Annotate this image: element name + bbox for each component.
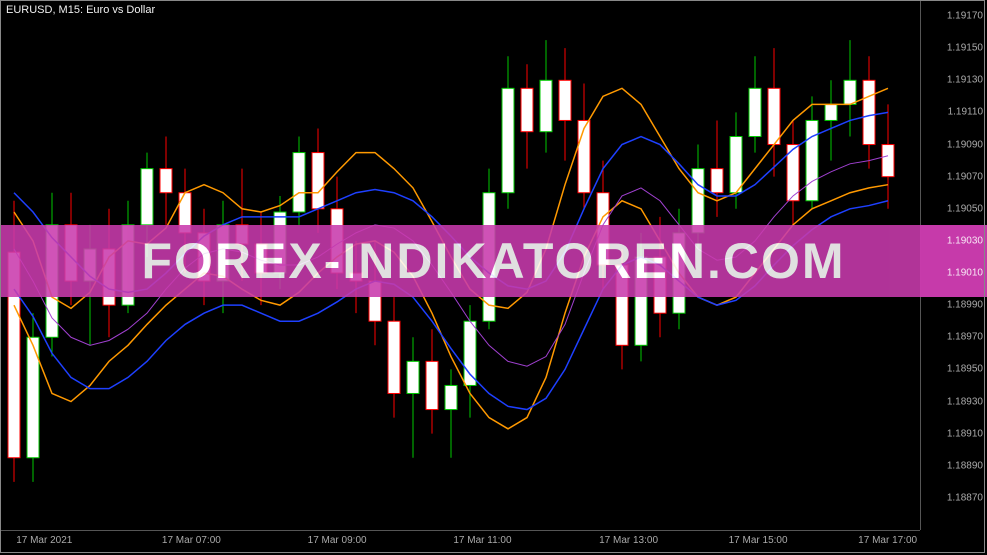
forex-chart[interactable]: EURUSD, M15: Euro vs Dollar 1.18870 1.188… <box>0 0 987 555</box>
y-tick-label: 1.18870 <box>947 492 983 503</box>
x-tick-label: 17 Mar 15:00 <box>729 535 788 546</box>
x-tick-label: 17 Mar 17:00 <box>858 535 917 546</box>
y-tick-label: 1.18950 <box>947 364 983 375</box>
y-tick-label: 1.18970 <box>947 332 983 343</box>
watermark-band: FOREX-INDIKATOREN.COM <box>0 225 987 297</box>
watermark-text: FOREX-INDIKATOREN.COM <box>141 232 845 290</box>
y-tick-label: 1.19070 <box>947 171 983 182</box>
y-tick-label: 1.18990 <box>947 300 983 311</box>
x-tick-label: 17 Mar 11:00 <box>453 535 511 546</box>
y-tick-label-highlight: 1.19030 <box>947 235 983 246</box>
y-tick-label-highlight: 1.19010 <box>947 268 983 279</box>
y-tick-label: 1.19130 <box>947 75 983 86</box>
y-axis-highlight: 1.19010 1.19030 <box>920 225 987 297</box>
y-tick-label: 1.19050 <box>947 203 983 214</box>
x-tick-label: 17 Mar 07:00 <box>162 535 221 546</box>
x-axis: 17 Mar 2021 17 Mar 07:00 17 Mar 09:00 17 Ma… <box>0 530 920 555</box>
y-tick-label: 1.18910 <box>947 428 983 439</box>
y-tick-label: 1.19090 <box>947 139 983 150</box>
y-tick-label: 1.19110 <box>948 107 983 118</box>
chart-title: EURUSD, M15: Euro vs Dollar <box>6 4 155 16</box>
y-tick-label: 1.18890 <box>947 460 983 471</box>
x-tick-label: 17 Mar 2021 <box>16 535 72 546</box>
x-tick-label: 17 Mar 09:00 <box>308 535 367 546</box>
y-tick-label: 1.19150 <box>947 43 983 54</box>
y-tick-label: 1.19170 <box>947 11 983 22</box>
x-tick-label: 17 Mar 13:00 <box>599 535 658 546</box>
y-tick-label: 1.18930 <box>947 396 983 407</box>
